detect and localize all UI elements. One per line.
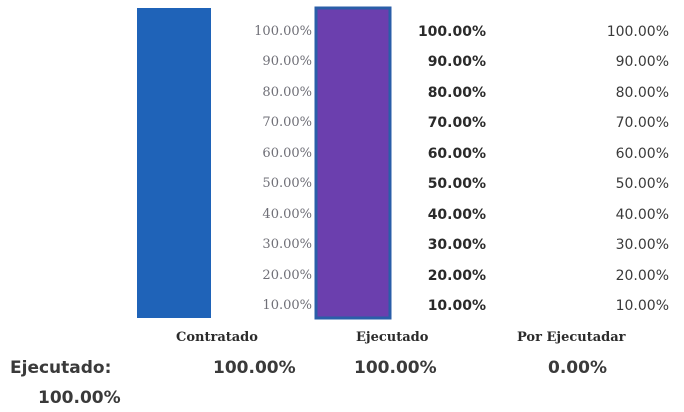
value-label-por-ejecutar: 0.00% xyxy=(548,358,607,378)
tick-label-por-ejecutar: 20.00% xyxy=(615,267,669,284)
bar-contratado xyxy=(137,8,211,318)
value-label-ejecutado: 100.00% xyxy=(354,358,437,378)
tick-label-contratado: 30.00% xyxy=(262,237,312,253)
tick-label-contratado: 90.00% xyxy=(262,54,312,70)
tick-label-ejecutado: 10.00% xyxy=(427,298,486,314)
tick-label-contratado: 70.00% xyxy=(262,115,312,131)
tick-label-por-ejecutar: 90.00% xyxy=(615,54,669,71)
category-label-contratado: Contratado xyxy=(176,330,258,345)
value-label-contratado: 100.00% xyxy=(213,358,296,378)
tick-label-contratado: 40.00% xyxy=(262,206,312,222)
tick-label-ejecutado: 90.00% xyxy=(427,54,486,71)
tick-label-ejecutado: 100.00% xyxy=(417,24,486,40)
tick-label-contratado: 20.00% xyxy=(262,267,312,283)
tick-label-ejecutado: 40.00% xyxy=(427,206,486,223)
tick-label-contratado: 50.00% xyxy=(262,176,312,192)
tick-label-por-ejecutar: 10.00% xyxy=(615,298,669,314)
tick-label-por-ejecutar: 60.00% xyxy=(615,145,669,162)
tick-label-ejecutado: 20.00% xyxy=(427,267,486,284)
category-label-ejecutado: Ejecutado xyxy=(356,330,429,345)
tick-label-contratado: 60.00% xyxy=(262,145,312,161)
tick-label-ejecutado: 30.00% xyxy=(427,237,486,254)
tick-label-ejecutado: 50.00% xyxy=(427,176,486,193)
tick-label-contratado: 80.00% xyxy=(262,84,312,100)
tick-label-ejecutado: 80.00% xyxy=(427,84,486,101)
summary-label: Ejecutado: xyxy=(10,358,112,378)
tick-label-por-ejecutar: 30.00% xyxy=(615,237,669,254)
summary-value: 100.00% xyxy=(38,388,121,408)
tick-label-por-ejecutar: 70.00% xyxy=(615,115,669,132)
tick-label-ejecutado: 60.00% xyxy=(427,145,486,162)
tick-label-por-ejecutar: 40.00% xyxy=(615,206,669,223)
tick-label-por-ejecutar: 50.00% xyxy=(615,176,669,193)
tick-label-contratado: 10.00% xyxy=(262,298,312,313)
category-label-por-ejecutar: Por Ejecutadar xyxy=(517,330,626,345)
bar-ejecutado xyxy=(314,6,392,320)
tick-label-por-ejecutar: 80.00% xyxy=(615,84,669,101)
tick-label-ejecutado: 70.00% xyxy=(427,115,486,132)
tick-label-por-ejecutar: 100.00% xyxy=(606,24,669,40)
tick-label-contratado: 100.00% xyxy=(254,24,312,39)
